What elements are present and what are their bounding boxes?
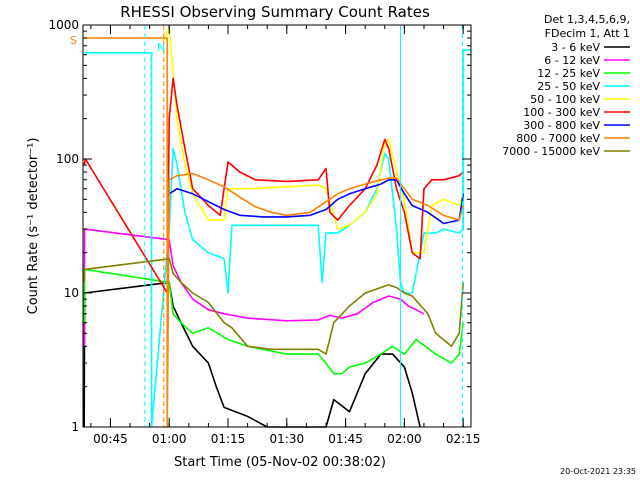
legend-entry-label: 12 - 25 keV bbox=[537, 67, 600, 80]
x-tick-label: 01:15 bbox=[211, 432, 246, 446]
legend-entry-label: 300 - 800 keV bbox=[523, 119, 600, 132]
series-line bbox=[83, 268, 464, 375]
y-tick-label: 1 bbox=[71, 420, 79, 434]
series-line bbox=[84, 49, 471, 428]
y-tick-label: 10 bbox=[64, 286, 79, 300]
y-tick-label: 100 bbox=[56, 152, 79, 166]
x-tick-label: 00:45 bbox=[93, 432, 128, 446]
legend-entry-label: 100 - 300 keV bbox=[523, 106, 600, 119]
vertical-lines-layer bbox=[144, 25, 463, 427]
flag-label-n: N bbox=[157, 41, 165, 54]
series-line bbox=[168, 179, 464, 225]
timestamp: 20-Oct-2021 23:35 bbox=[560, 467, 636, 476]
flag-label-s: S bbox=[70, 34, 77, 47]
x-tick-label: 01:30 bbox=[270, 432, 305, 446]
legend: Det 1,3,4,5,6,9, FDecim 1, Att 1 3 - 6 k… bbox=[502, 13, 630, 158]
series-layer bbox=[83, 27, 471, 428]
x-tick-label: 01:45 bbox=[328, 432, 363, 446]
legend-entry-label: 50 - 100 keV bbox=[530, 93, 600, 106]
y-axis-label: Count Rate (s⁻¹ detector⁻¹) bbox=[26, 138, 41, 315]
y-ticks-layer: 1 10 100 1000 bbox=[48, 18, 471, 434]
series-line bbox=[83, 281, 421, 428]
series-line bbox=[83, 257, 464, 355]
x-tick-label: 02:15 bbox=[446, 432, 481, 446]
series-line bbox=[83, 77, 464, 294]
legend-entry-label: 3 - 6 keV bbox=[551, 41, 600, 54]
y-tick-label: 1000 bbox=[48, 18, 79, 32]
axes-frame bbox=[82, 24, 472, 428]
x-axis-label: Start Time (05-Nov-02 00:38:02) bbox=[174, 455, 386, 470]
x-ticks-layer: 00:45 01:00 01:15 01:30 01:45 02:00 02:15 bbox=[90, 25, 481, 446]
x-tick-label: 01:00 bbox=[152, 432, 187, 446]
series-line bbox=[162, 27, 464, 254]
series-line bbox=[83, 228, 425, 347]
legend-entry-label: 6 - 12 keV bbox=[544, 54, 600, 67]
series-line bbox=[84, 37, 464, 428]
legend-entry-label: 25 - 50 keV bbox=[537, 80, 600, 93]
x-tick-label: 02:00 bbox=[387, 432, 422, 446]
legend-entry-label: 7000 - 15000 keV bbox=[502, 145, 600, 158]
legend-entry-label: 800 - 7000 keV bbox=[516, 132, 600, 145]
legend-header-line: FDecim 1, Att 1 bbox=[545, 27, 630, 40]
legend-header-line: Det 1,3,4,5,6,9, bbox=[544, 13, 630, 26]
chart-title: RHESSI Observing Summary Count Rates bbox=[120, 3, 430, 21]
